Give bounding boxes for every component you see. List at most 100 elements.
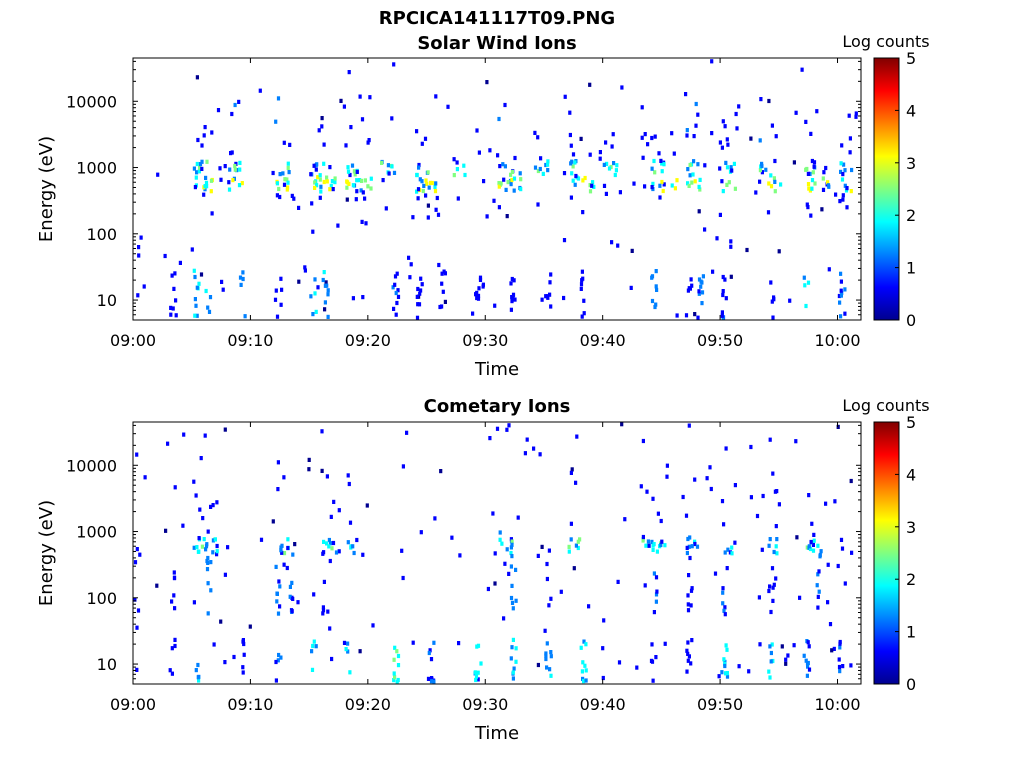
streak-cell (173, 271, 177, 276)
tail-cell (503, 561, 507, 566)
sparse-count-cell (830, 648, 834, 653)
tail-cell (202, 133, 206, 138)
band-cell (812, 538, 816, 543)
streak-cell (687, 573, 691, 578)
band-cell (198, 165, 202, 170)
streak-cell (654, 284, 658, 289)
band-cell (369, 176, 373, 181)
band-cell (345, 180, 350, 185)
band-cell (655, 549, 659, 554)
y-tick-label: 1000 (76, 523, 117, 542)
streak-cell (193, 297, 197, 302)
band-cell (651, 181, 655, 186)
sparse-count-cell (665, 474, 669, 479)
sparse-count-cell (843, 311, 847, 316)
tail-cell (328, 558, 332, 564)
sparse-count-cell (482, 179, 486, 184)
streak-cell (806, 660, 810, 666)
streak-cell (321, 605, 325, 610)
sparse-count-cell (192, 600, 196, 605)
band-cell (211, 538, 215, 543)
band-cell (692, 159, 696, 164)
band-cell (842, 162, 846, 167)
streak-cell (171, 306, 175, 311)
sparse-count-cell (684, 92, 688, 97)
band-cell (813, 181, 817, 186)
tail-cell (539, 156, 543, 161)
streak-cell (544, 656, 548, 662)
band-cell (570, 171, 574, 176)
streak-cell (837, 293, 841, 299)
sparse-count-cell (562, 238, 567, 243)
sparse-count-cell (363, 196, 367, 201)
x-tick-label: 09:00 (110, 695, 156, 714)
band-cell (725, 182, 729, 187)
sparse-count-cell (371, 623, 375, 628)
streak-cell (697, 277, 702, 282)
solar-wind-colorbar-ticks: 0 1 2 3 4 5 (895, 49, 916, 330)
band-cell (352, 550, 356, 556)
band-cell (661, 188, 665, 194)
streak-cell (544, 653, 548, 658)
band-cell (359, 188, 363, 193)
streak-cell (241, 665, 245, 670)
sparse-count-cell (485, 214, 489, 219)
sparse-count-cell (579, 136, 583, 141)
band-cell (663, 543, 667, 548)
streak-cell (206, 305, 210, 310)
tail-cell (722, 522, 726, 527)
sparse-count-cell (493, 303, 497, 308)
sparse-count-cell (588, 82, 592, 87)
streak-cell (417, 302, 422, 307)
band-cell (660, 169, 664, 174)
tail-cell (355, 169, 359, 174)
tail-cell (536, 135, 540, 140)
streak-cell (721, 274, 725, 280)
streak-cell (689, 661, 693, 666)
band-cell (519, 177, 523, 182)
tail-cell (720, 145, 724, 150)
band-cell (286, 161, 290, 166)
tail-cell (312, 163, 316, 168)
streak-cell (818, 554, 822, 559)
sparse-count-cell (282, 562, 286, 567)
sparse-count-cell (219, 619, 223, 624)
streak-cell (312, 639, 316, 644)
tail-cell (645, 489, 649, 494)
sparse-count-cell (502, 616, 506, 621)
streak-cell (584, 668, 588, 673)
band-cell (499, 181, 503, 186)
band-cell (328, 541, 333, 546)
sparse-count-cell (458, 553, 462, 558)
x-tick-label: 09:30 (462, 695, 508, 714)
streak-cell (700, 290, 705, 295)
streak-cell (650, 298, 655, 304)
band-cell (325, 541, 329, 546)
tail-cell (807, 493, 811, 498)
streak-cell (238, 275, 243, 280)
sparse-count-cell (587, 604, 591, 609)
sparse-count-cell (729, 239, 733, 244)
streak-cell (816, 594, 820, 599)
band-cell (850, 167, 854, 173)
streak-cell (476, 670, 480, 675)
streak-cell (806, 640, 810, 645)
tail-cell (456, 196, 460, 201)
sparse-count-cell (715, 236, 719, 241)
tail-cell (210, 211, 214, 216)
sparse-count-cell (317, 128, 321, 133)
y-tick-label: 10 (97, 291, 117, 310)
sparse-count-cell (662, 182, 666, 187)
sparse-count-cell (697, 209, 701, 214)
sparse-count-cell (663, 641, 667, 646)
streak-cell (136, 608, 141, 613)
sparse-count-cell (737, 664, 741, 669)
band-cell (725, 165, 730, 170)
sparse-count-cell (523, 451, 527, 456)
sparse-count-cell (457, 641, 461, 646)
tail-cell (569, 470, 573, 475)
band-cell (192, 545, 196, 550)
streak-cell (580, 314, 584, 319)
streak-cell (275, 591, 279, 596)
band-cell (428, 180, 433, 185)
